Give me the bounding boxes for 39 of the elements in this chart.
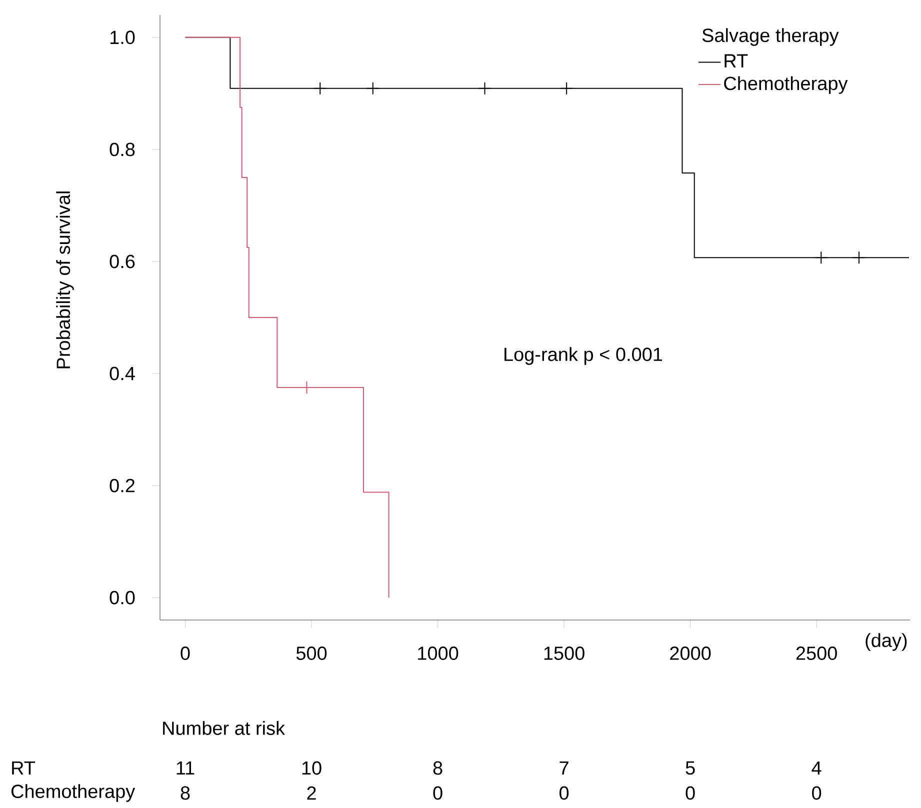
y-tick-label: 0.6 — [110, 254, 135, 268]
x-axis-title: (day) — [866, 633, 907, 651]
text: 0 — [560, 786, 569, 800]
annotation: Log-rank p < 0.001 — [504, 347, 662, 365]
text: 8 — [180, 786, 190, 800]
y-tick-label: 0.4 — [110, 366, 135, 380]
text: 4 — [812, 761, 822, 774]
x-tick-label: 2000 — [670, 646, 711, 660]
y-tick-label: 0.2 — [110, 478, 135, 492]
point — [478, 82, 492, 95]
y-axis-title: Probability of survival — [56, 191, 74, 368]
x-tick-label: 500 — [296, 646, 327, 660]
legend-label: Chemotherapy — [724, 76, 848, 94]
text: 0 — [812, 786, 822, 800]
text: 8 — [433, 761, 442, 775]
x-tick-label: 1500 — [544, 646, 584, 660]
point — [560, 82, 574, 95]
text: 10 — [302, 761, 322, 775]
x-tick-label: 1000 — [418, 646, 458, 660]
point — [814, 250, 828, 264]
x-tick-label: 0 — [180, 646, 190, 660]
point — [366, 82, 380, 95]
x-tick-label: 2500 — [796, 646, 837, 660]
legend-title: Salvage therapy — [702, 28, 839, 46]
y-tick-label: 1.0 — [110, 30, 135, 44]
text: 11 — [176, 761, 194, 774]
point — [852, 250, 866, 264]
point — [314, 82, 327, 95]
y-tick-label: 0.8 — [110, 142, 135, 156]
text: 5 — [686, 761, 695, 775]
y-tick-label: 0.0 — [110, 590, 135, 604]
text: 0 — [433, 786, 442, 800]
text: 0 — [686, 786, 695, 800]
text: RT — [12, 761, 36, 774]
text: Number at risk — [163, 720, 286, 735]
text: 2 — [307, 786, 316, 800]
text: 7 — [560, 761, 568, 774]
text: Chemotherapy — [11, 784, 136, 802]
legend-label: RT — [724, 54, 748, 68]
